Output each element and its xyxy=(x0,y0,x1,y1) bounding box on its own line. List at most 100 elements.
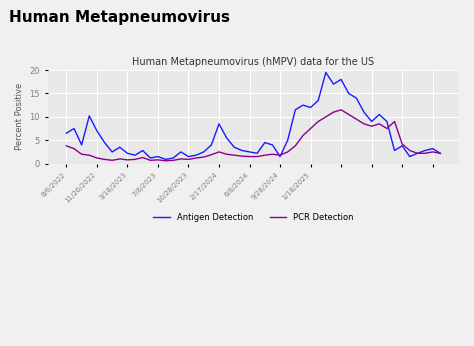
PCR Detection xyxy=(354,117,359,121)
Antigen Detection xyxy=(376,112,382,117)
Line: Antigen Detection: Antigen Detection xyxy=(66,72,440,160)
PCR Detection xyxy=(323,115,328,119)
PCR Detection xyxy=(201,155,207,159)
PCR Detection xyxy=(246,155,252,159)
Antigen Detection xyxy=(338,78,344,82)
Antigen Detection xyxy=(94,129,100,133)
Antigen Detection xyxy=(262,140,268,145)
Antigen Detection xyxy=(384,119,390,124)
PCR Detection xyxy=(262,153,268,157)
Antigen Detection xyxy=(163,157,168,162)
PCR Detection xyxy=(415,151,420,155)
PCR Detection xyxy=(399,142,405,146)
PCR Detection xyxy=(285,150,291,154)
Antigen Detection xyxy=(438,151,443,155)
Antigen Detection xyxy=(193,153,199,157)
Antigen Detection xyxy=(132,153,138,157)
PCR Detection xyxy=(86,153,92,157)
PCR Detection xyxy=(132,157,138,162)
PCR Detection xyxy=(292,144,298,148)
PCR Detection xyxy=(430,150,436,154)
PCR Detection xyxy=(255,155,260,159)
PCR Detection xyxy=(407,148,413,153)
PCR Detection xyxy=(216,150,222,154)
Legend: Antigen Detection, PCR Detection: Antigen Detection, PCR Detection xyxy=(150,210,357,226)
Antigen Detection xyxy=(323,70,328,74)
Antigen Detection xyxy=(331,82,337,86)
PCR Detection xyxy=(125,158,130,162)
Antigen Detection xyxy=(399,144,405,148)
Antigen Detection xyxy=(430,147,436,151)
PCR Detection xyxy=(147,158,153,162)
Antigen Detection xyxy=(231,145,237,149)
Antigen Detection xyxy=(125,151,130,155)
Antigen Detection xyxy=(209,143,214,147)
Antigen Detection xyxy=(201,150,207,154)
PCR Detection xyxy=(64,144,69,148)
PCR Detection xyxy=(369,124,374,128)
Antigen Detection xyxy=(102,140,108,145)
Antigen Detection xyxy=(292,108,298,112)
PCR Detection xyxy=(315,119,321,124)
PCR Detection xyxy=(186,157,191,162)
Antigen Detection xyxy=(170,156,176,160)
PCR Detection xyxy=(170,158,176,162)
Antigen Detection xyxy=(361,110,367,114)
Antigen Detection xyxy=(117,145,123,149)
Antigen Detection xyxy=(392,148,397,153)
PCR Detection xyxy=(361,122,367,126)
Antigen Detection xyxy=(422,148,428,153)
Antigen Detection xyxy=(346,91,352,95)
Antigen Detection xyxy=(86,114,92,118)
PCR Detection xyxy=(384,126,390,130)
Y-axis label: Percent Positive: Percent Positive xyxy=(15,83,24,151)
PCR Detection xyxy=(438,151,443,155)
Line: PCR Detection: PCR Detection xyxy=(66,110,440,161)
Antigen Detection xyxy=(255,151,260,155)
PCR Detection xyxy=(277,153,283,157)
Antigen Detection xyxy=(64,131,69,135)
PCR Detection xyxy=(109,158,115,162)
Antigen Detection xyxy=(300,103,306,107)
Antigen Detection xyxy=(109,150,115,154)
PCR Detection xyxy=(193,156,199,160)
Antigen Detection xyxy=(354,96,359,100)
Antigen Detection xyxy=(79,143,84,147)
PCR Detection xyxy=(422,151,428,155)
Antigen Detection xyxy=(407,155,413,159)
Antigen Detection xyxy=(246,150,252,154)
PCR Detection xyxy=(163,159,168,163)
Text: Human Metapneumovirus: Human Metapneumovirus xyxy=(9,10,230,25)
PCR Detection xyxy=(392,119,397,124)
Antigen Detection xyxy=(270,143,275,147)
PCR Detection xyxy=(71,147,77,151)
Antigen Detection xyxy=(415,151,420,155)
PCR Detection xyxy=(270,152,275,156)
PCR Detection xyxy=(300,134,306,138)
PCR Detection xyxy=(155,158,161,162)
PCR Detection xyxy=(308,126,313,130)
PCR Detection xyxy=(239,154,245,158)
PCR Detection xyxy=(117,157,123,161)
Antigen Detection xyxy=(186,155,191,159)
PCR Detection xyxy=(178,157,184,161)
Antigen Detection xyxy=(178,150,184,154)
PCR Detection xyxy=(376,122,382,126)
Antigen Detection xyxy=(224,136,229,140)
Antigen Detection xyxy=(239,148,245,153)
Antigen Detection xyxy=(277,155,283,159)
Title: Human Metapneumovirus (hMPV) data for the US: Human Metapneumovirus (hMPV) data for th… xyxy=(132,56,374,66)
PCR Detection xyxy=(346,112,352,117)
Antigen Detection xyxy=(308,106,313,110)
Antigen Detection xyxy=(147,156,153,160)
PCR Detection xyxy=(79,152,84,156)
PCR Detection xyxy=(94,156,100,160)
PCR Detection xyxy=(224,152,229,156)
PCR Detection xyxy=(231,153,237,157)
Antigen Detection xyxy=(71,126,77,130)
Antigen Detection xyxy=(140,148,146,153)
PCR Detection xyxy=(140,155,146,160)
PCR Detection xyxy=(331,110,337,114)
Antigen Detection xyxy=(155,155,161,159)
PCR Detection xyxy=(338,108,344,112)
